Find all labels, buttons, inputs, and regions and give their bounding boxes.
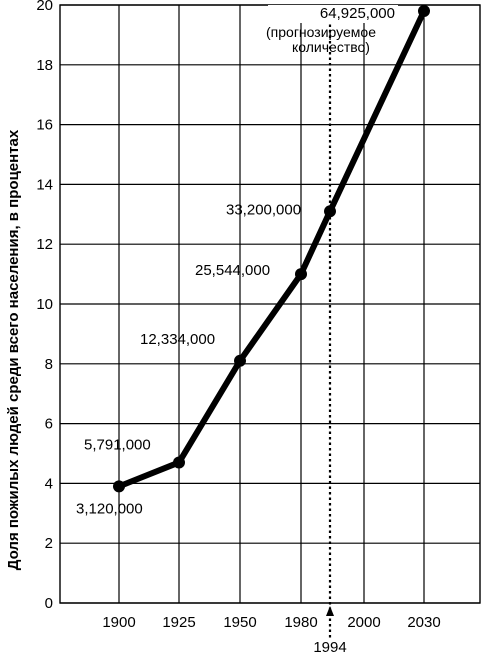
y-tick-label: 16: [36, 117, 53, 134]
y-tick-label: 14: [36, 176, 53, 193]
marker-arrowhead: [326, 606, 334, 616]
data-label: 3,120,000: [76, 500, 143, 517]
x-tick-label: 2030: [407, 614, 440, 631]
y-tick-label: 0: [45, 595, 53, 612]
x-tick-labels: 1900 1925 1950 1980 2000 2030: [102, 614, 440, 631]
x-tick-label: 2000: [347, 614, 380, 631]
data-point: [234, 354, 246, 367]
x-tick-label: 1900: [102, 614, 135, 631]
y-axis-label: Доля пожилых людей среди всего населения…: [5, 129, 22, 570]
data-label: 25,544,000: [195, 262, 270, 279]
series-line: [116, 7, 427, 490]
data-point: [295, 268, 307, 281]
data-point: [324, 205, 336, 218]
data-point: [173, 456, 185, 469]
data-point: [113, 480, 125, 493]
data-label: 5,791,000: [84, 436, 151, 453]
series-polyline: [116, 7, 427, 490]
x-tick-label: 1980: [284, 614, 317, 631]
y-tick-label: 8: [45, 356, 53, 373]
data-label: 12,334,000: [140, 331, 215, 348]
data-label: 64,925,000: [320, 5, 395, 22]
data-label: 33,200,000: [226, 201, 301, 218]
marker-year-label: 1994: [313, 639, 346, 655]
y-tick-label: 18: [36, 57, 53, 74]
y-tick-label: 2: [45, 535, 53, 552]
year-marker: 1994: [313, 8, 347, 655]
x-tick-label: 1925: [162, 614, 195, 631]
data-point: [418, 4, 430, 17]
y-tick-label: 12: [36, 236, 53, 253]
x-tick-label: 1950: [223, 614, 256, 631]
y-tick-label: 6: [45, 416, 53, 433]
data-labels: 3,120,000 5,791,000 12,334,000 25,544,000 33…: [76, 5, 398, 517]
projection-note-line-2: количество): [292, 39, 370, 55]
y-tick-label: 4: [45, 475, 53, 492]
y-tick-label: 10: [36, 296, 53, 313]
data-points: [113, 4, 430, 493]
grid: [59, 4, 481, 604]
label-backdrop: [268, 5, 398, 23]
y-tick-label: 20: [36, 0, 53, 14]
projection-note-line-1: (прогнозируемое: [266, 24, 376, 40]
y-tick-labels: 0 2 4 6 8 10 12 14 16 18 20: [36, 0, 53, 612]
